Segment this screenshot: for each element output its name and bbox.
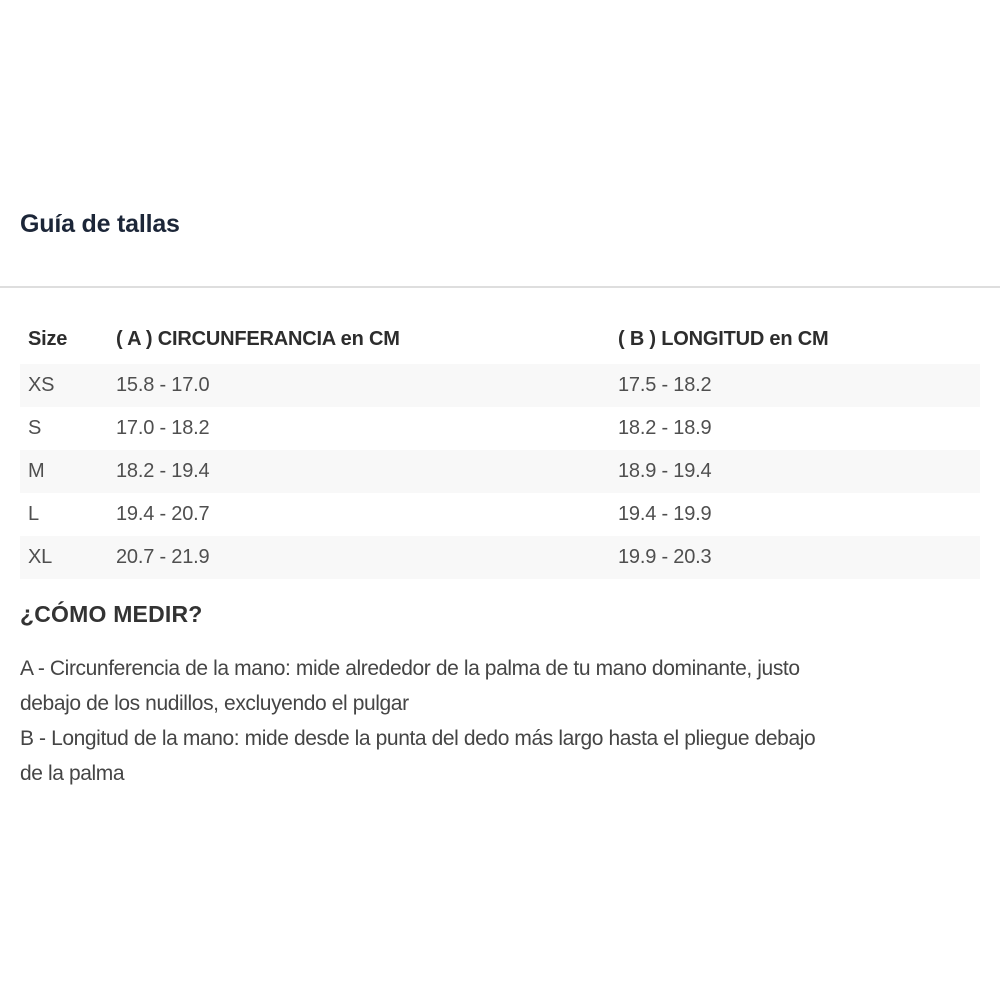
size-cell: S bbox=[28, 417, 42, 439]
size-cell: L bbox=[28, 503, 39, 525]
size-cell: XS bbox=[28, 374, 55, 396]
table-row-s: S 17.0 - 18.2 18.2 - 18.9 bbox=[20, 407, 980, 450]
size-table: Size ( A ) CIRCUNFERANCIA en CM ( B ) LO… bbox=[20, 327, 980, 579]
length-cell: 19.9 - 20.3 bbox=[618, 546, 712, 568]
column-header-size: Size bbox=[28, 328, 68, 350]
size-cell: XL bbox=[28, 546, 53, 568]
measurement-instructions: A - Circunferencia de la mano: mide alre… bbox=[20, 651, 980, 791]
circumference-cell: 15.8 - 17.0 bbox=[116, 374, 210, 396]
length-cell: 17.5 - 18.2 bbox=[618, 374, 712, 396]
table-row-xs: XS 15.8 - 17.0 17.5 - 18.2 bbox=[20, 364, 980, 407]
table-row-xl: XL 20.7 - 21.9 19.9 - 20.3 bbox=[20, 536, 980, 579]
length-cell: 18.2 - 18.9 bbox=[618, 417, 712, 439]
size-cell: M bbox=[28, 460, 45, 482]
size-guide-title: Guía de tallas bbox=[20, 210, 180, 238]
circumference-cell: 19.4 - 20.7 bbox=[116, 503, 210, 525]
section-divider bbox=[0, 286, 1000, 288]
size-guide-section: Guía de tallas Size ( A ) CIRCUNFERANCIA… bbox=[0, 210, 1000, 791]
length-cell: 19.4 - 19.9 bbox=[618, 503, 712, 525]
circumference-cell: 18.2 - 19.4 bbox=[116, 460, 210, 482]
table-row-m: M 18.2 - 19.4 18.9 - 19.4 bbox=[20, 450, 980, 493]
size-table-header-row: Size ( A ) CIRCUNFERANCIA en CM ( B ) LO… bbox=[20, 327, 980, 364]
column-header-length: ( B ) LONGITUD en CM bbox=[618, 328, 829, 350]
circumference-cell: 20.7 - 21.9 bbox=[116, 546, 210, 568]
instruction-b: B - Longitud de la mano: mide desde la p… bbox=[20, 727, 816, 785]
instruction-a: A - Circunferencia de la mano: mide alre… bbox=[20, 657, 800, 715]
column-header-circumference: ( A ) CIRCUNFERANCIA en CM bbox=[116, 328, 400, 350]
table-row-l: L 19.4 - 20.7 19.4 - 19.9 bbox=[20, 493, 980, 536]
circumference-cell: 17.0 - 18.2 bbox=[116, 417, 210, 439]
length-cell: 18.9 - 19.4 bbox=[618, 460, 712, 482]
how-to-measure-heading: ¿CÓMO MEDIR? bbox=[20, 601, 203, 627]
